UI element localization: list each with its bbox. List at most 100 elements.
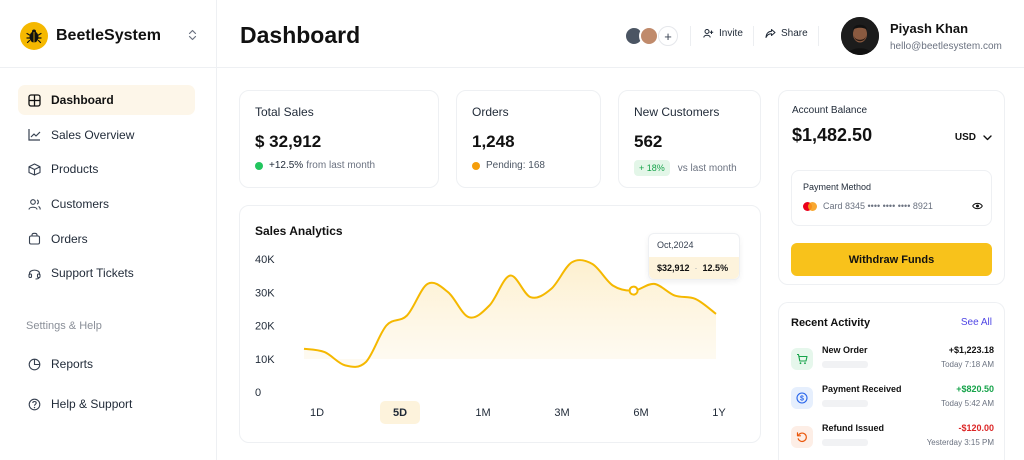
tooltip-row: $32,912 · 12.5% [649,257,739,279]
invite-button[interactable]: Invite [703,28,743,39]
activity-time: Today 5:42 AM [941,399,994,408]
sidebar: BeetleSystem Dashboard Sales Overview Pr… [0,0,217,460]
total-sales-card: Total Sales $ 32,912 +12.5% from last mo… [239,90,439,188]
share-button[interactable]: Share [765,28,808,39]
activity-time: Yesterday 3:15 PM [926,438,994,447]
status-dot [255,161,263,170]
pending-note: Pending: 168 [486,160,545,171]
balance-value: $1,482.50 [792,125,873,145]
y-tick-label: 30K [255,287,275,299]
sidebar-item-products[interactable]: Products [18,154,195,184]
tooltip-separator: · [694,263,698,273]
chart-title: Sales Analytics [255,224,343,238]
activity-placeholder [822,361,868,368]
range-button-5d[interactable]: 5D [380,401,420,424]
stat-value: 1,248 [472,132,515,151]
sidebar-item-label: Sales Overview [51,127,135,142]
activity-item[interactable]: Refund Issued -$120.00 Yesterday 3:15 PM [791,423,994,455]
stat-value: 562 [634,132,663,151]
help-icon [27,397,41,411]
status-dot [472,161,480,170]
currency-select[interactable]: USD [955,132,992,143]
sidebar-item-label: Reports [51,357,94,371]
collaborator-avatars[interactable]: + [624,26,678,46]
range-button-1d[interactable]: 1D [309,406,325,419]
stat-title: New Customers [634,105,720,119]
chevron-down-icon [983,134,992,141]
dollar-icon: $ [791,387,813,409]
sidebar-item-reports[interactable]: Reports [18,349,195,379]
y-tick-label: 10K [255,354,275,366]
withdraw-funds-button[interactable]: Withdraw Funds [791,243,992,276]
tooltip-date: Oct,2024 [657,240,694,250]
sales-chart: 40K 30K 20K 10K 0 [255,254,717,399]
sidebar-item-sales-overview[interactable]: Sales Overview [18,120,195,150]
brand[interactable]: BeetleSystem [20,22,197,50]
chevron-updown-icon[interactable] [188,29,197,43]
stat-change: + 18% vs last month [634,160,737,176]
user-email: hello@beetlesystem.com [890,41,1002,52]
orders-card: Orders 1,248 Pending: 168 [456,90,601,188]
stat-pending: Pending: 168 [472,160,548,171]
refund-icon [791,426,813,448]
sidebar-nav: Dashboard Sales Overview Products Custom… [18,85,195,293]
activity-item[interactable]: $ Payment Received +$820.50 Today 5:42 A… [791,384,994,416]
share-label: Share [781,28,808,39]
activity-placeholder [822,400,868,407]
range-button-1y[interactable]: 1Y [712,406,726,419]
chart-series-line [303,259,717,368]
payment-method-box: Payment Method Card 8345 •••• •••• •••• … [791,170,992,226]
activity-title: Recent Activity [791,317,871,329]
y-tick-label: 0 [255,387,261,399]
stat-change: +12.5% from last month [255,160,375,171]
balance-label: Account Balance [792,105,868,116]
range-button-1m[interactable]: 1M [475,406,491,419]
share-icon [765,28,776,39]
range-button-3m[interactable]: 3M [554,406,570,419]
sidebar-item-label: Support Tickets [51,266,134,281]
payment-method-label: Payment Method [803,182,872,192]
change-badge: + 18% [634,160,670,176]
settings-nav: Reports Help & Support [18,349,195,429]
stat-title: Total Sales [255,105,314,119]
activity-time: Today 7:18 AM [941,360,994,369]
brand-name: BeetleSystem [56,27,161,44]
sidebar-item-orders[interactable]: Orders [18,224,195,254]
svg-text:$: $ [800,396,804,403]
chart-highlight-point[interactable] [628,285,639,296]
sidebar-item-support-tickets[interactable]: Support Tickets [18,258,195,288]
card-row: Card 8345 •••• •••• •••• 8921 [803,201,983,211]
activity-amount: +$1,223.18 [948,345,994,355]
page-title: Dashboard [240,22,361,48]
invite-label: Invite [719,28,743,39]
y-tick-label: 20K [255,321,275,333]
user-name: Piyash Khan [890,21,969,36]
activity-item[interactable]: New Order +$1,223.18 Today 7:18 AM [791,345,994,377]
user-avatar[interactable] [841,17,879,55]
activity-amount: -$120.00 [958,423,994,433]
user-plus-icon [703,28,714,39]
sidebar-divider [0,67,217,68]
range-button-6m[interactable]: 6M [633,406,649,419]
trend-icon [27,128,41,142]
stat-title: Orders [472,105,509,119]
activity-name: Refund Issued [822,423,885,433]
sidebar-item-customers[interactable]: Customers [18,189,195,219]
sidebar-item-dashboard[interactable]: Dashboard [18,85,195,115]
sidebar-item-help-support[interactable]: Help & Support [18,389,195,419]
sidebar-item-label: Customers [51,197,110,212]
header-divider [217,67,1024,68]
header-separator [690,26,691,46]
header-separator [753,26,754,46]
avatar [639,26,659,46]
activity-placeholder [822,439,868,446]
stat-value: $ 32,912 [255,132,322,151]
eye-icon[interactable] [972,202,983,210]
bag-icon [27,232,41,246]
activity-amount: +$820.50 [956,384,994,394]
add-collaborator-button[interactable]: + [658,26,678,46]
new-customers-card: New Customers 562 + 18% vs last month [618,90,761,188]
see-all-link[interactable]: See All [960,317,992,328]
users-icon [27,197,41,211]
grid-icon [27,93,41,107]
